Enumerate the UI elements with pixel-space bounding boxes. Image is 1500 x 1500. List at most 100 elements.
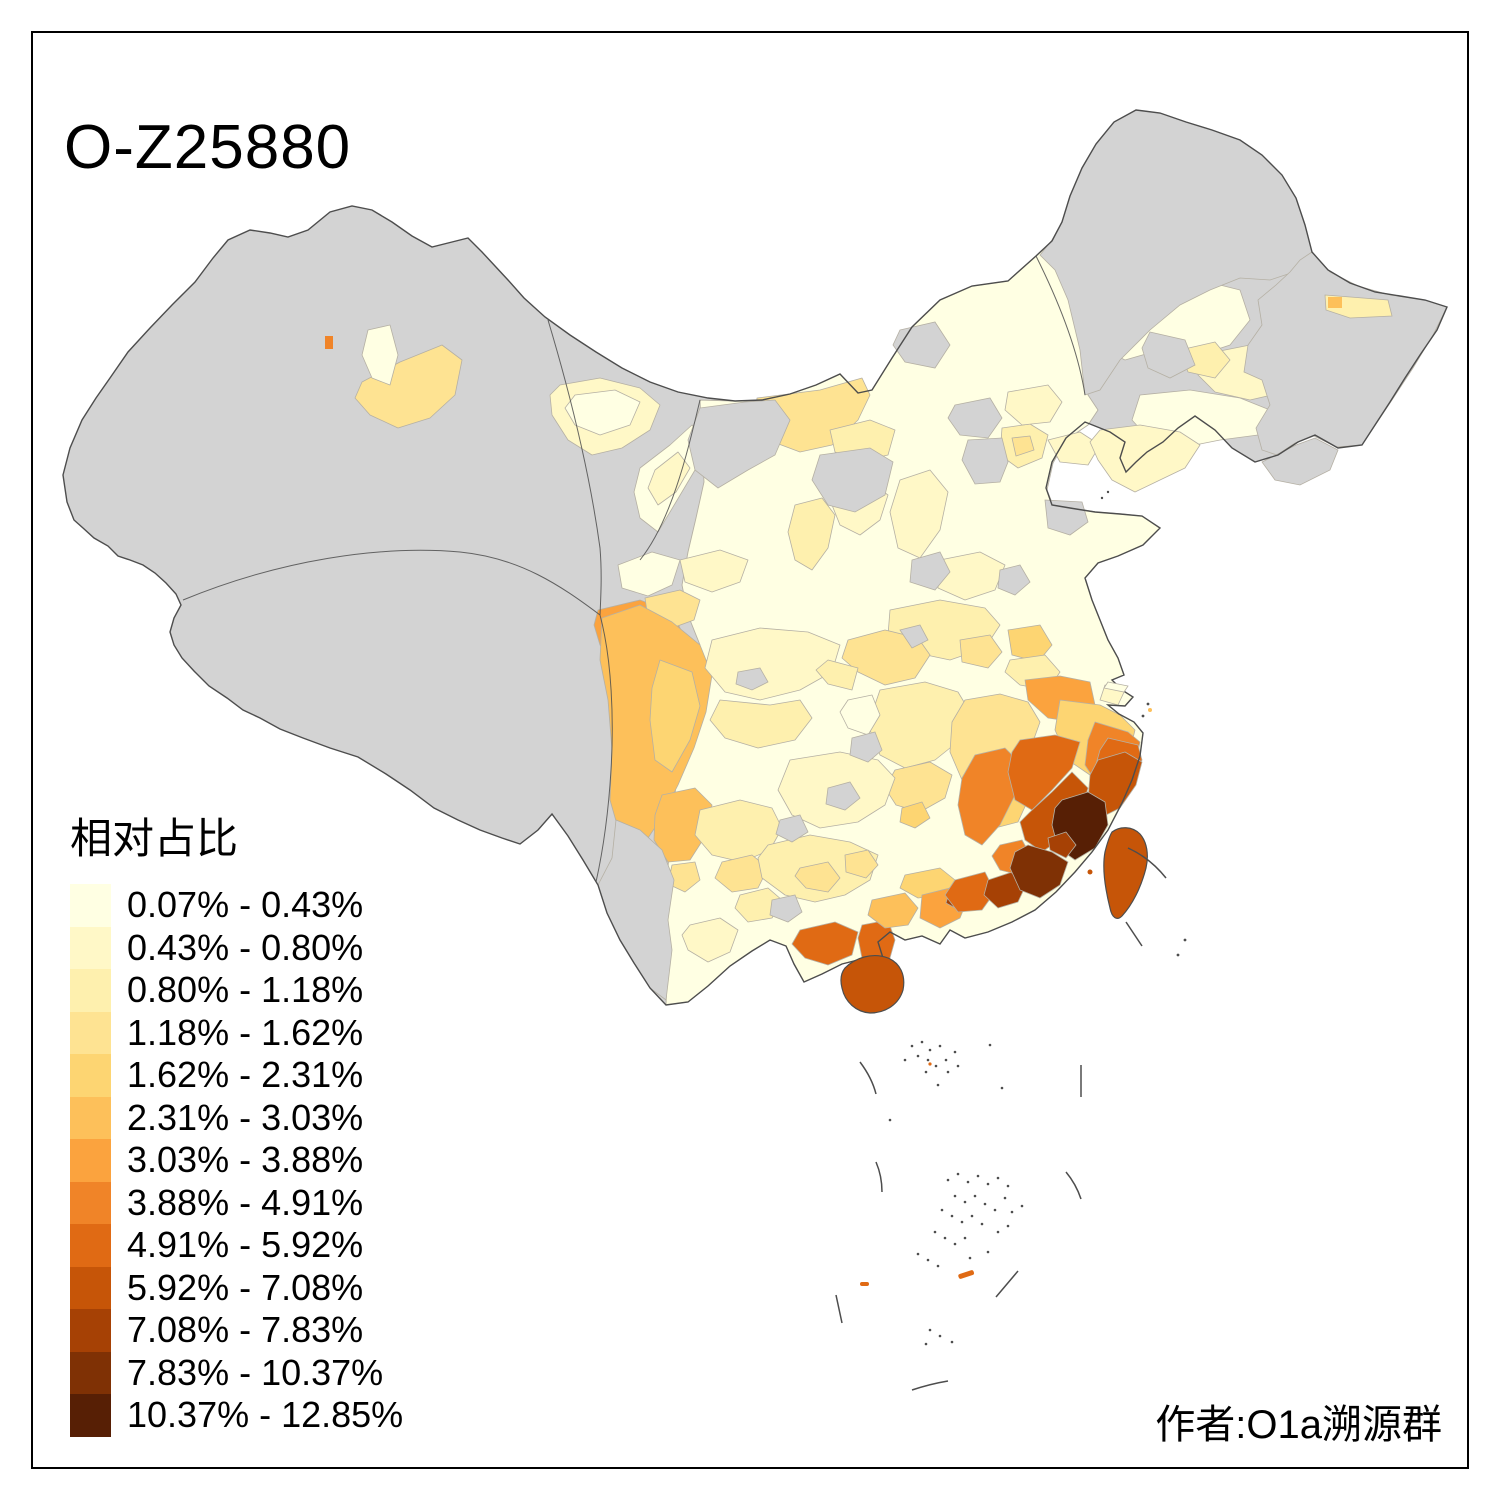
south-china-sea-islands [860, 1040, 1024, 1346]
legend-swatch [70, 1309, 111, 1352]
legend-swatch [70, 1054, 111, 1097]
island-dot [968, 1256, 972, 1260]
map-region [647, 451, 691, 506]
nine-dash-segment [859, 1061, 877, 1095]
map-region [361, 324, 399, 386]
map-region [1089, 424, 1201, 493]
island-dot [943, 1236, 947, 1240]
island-dot [958, 1270, 975, 1279]
map-region [775, 814, 809, 843]
island-dot [980, 1222, 984, 1226]
legend-label: 3.03% - 3.88% [127, 1139, 364, 1181]
island-dot [1010, 1210, 1014, 1214]
attribution: 作者:O1a溯源群 [1155, 1403, 1442, 1447]
map-region [947, 397, 1003, 439]
island-dot [966, 1180, 970, 1184]
island-dot [936, 1264, 940, 1268]
island-dot [950, 1214, 954, 1218]
legend-row: 1.18% - 1.62% [70, 1011, 403, 1054]
legend-row: 0.07% - 0.43% [70, 884, 403, 927]
choropleth-regions [325, 274, 1301, 991]
map-region [714, 854, 769, 893]
legend-row: 10.37% - 12.85% [70, 1394, 403, 1437]
legend-label: 7.08% - 7.83% [127, 1309, 364, 1351]
island-dot [973, 1194, 977, 1198]
island-dot [996, 1176, 1000, 1180]
nine-dash-segment [995, 1270, 1019, 1298]
map-region [1007, 624, 1053, 663]
map-region [1011, 435, 1035, 457]
map-region [997, 564, 1031, 596]
map-region [1047, 431, 1101, 466]
map-region [564, 389, 641, 436]
map-region [687, 399, 791, 489]
map-region [811, 447, 894, 513]
map-region [354, 344, 463, 429]
legend-swatch [70, 1011, 111, 1054]
island-dot [938, 1044, 942, 1048]
legend-row: 7.08% - 7.83% [70, 1309, 403, 1352]
legend-label: 1.18% - 1.62% [127, 1011, 364, 1053]
legend-rows: 0.07% - 0.43% 0.43% - 0.80% 0.80% - 1.18… [70, 884, 403, 1437]
island-dot [928, 1048, 932, 1052]
map-region [937, 551, 1006, 601]
province-borders [182, 255, 1086, 883]
map-region [909, 551, 951, 591]
island-dot [963, 1236, 967, 1240]
map-region [787, 497, 836, 571]
island-dot [1087, 869, 1093, 875]
province-border-line [547, 319, 602, 616]
legend-swatch [70, 926, 111, 969]
map-region [899, 801, 931, 829]
legend-swatch [70, 884, 111, 927]
island-dot [944, 1058, 948, 1062]
island-dot [910, 1044, 914, 1048]
island-dot [1183, 938, 1187, 942]
legend-label: 0.43% - 0.80% [127, 926, 364, 968]
island-dot [888, 1118, 892, 1122]
legend-row: 5.92% - 7.08% [70, 1266, 403, 1309]
legend-label: 5.92% - 7.08% [127, 1266, 364, 1308]
island-dot [1000, 1086, 1004, 1090]
legend-row: 3.03% - 3.88% [70, 1139, 403, 1182]
island-dot [993, 1208, 997, 1212]
nine-dash-segment [1127, 847, 1167, 879]
legend-row: 3.88% - 4.91% [70, 1181, 403, 1224]
island-dot [1006, 1184, 1010, 1188]
legend-row: 4.91% - 5.92% [70, 1224, 403, 1267]
island-dot [940, 1208, 944, 1212]
island-dot [1100, 496, 1104, 500]
island-dot [946, 1178, 950, 1182]
island-dot [934, 1064, 938, 1068]
legend-label: 0.07% - 0.43% [127, 884, 364, 926]
nine-dash-segment [1125, 921, 1143, 947]
island-dot [920, 1040, 924, 1044]
map-region [679, 549, 749, 593]
map-region [681, 917, 739, 963]
island-dot [960, 1220, 964, 1224]
legend-swatch [70, 1266, 111, 1309]
national-outline [62, 109, 1448, 1006]
island-dot [1003, 1196, 1007, 1200]
map-region [1328, 297, 1342, 308]
map-region [617, 551, 681, 597]
island-dot [1141, 714, 1145, 718]
island-dot [953, 1242, 957, 1246]
island-dot [986, 1250, 990, 1254]
island-dot [916, 1054, 920, 1058]
island-dot [926, 1258, 930, 1262]
province-border-line [1035, 255, 1086, 396]
map-region [867, 892, 919, 929]
map-region [1009, 844, 1069, 899]
legend-row: 0.80% - 1.18% [70, 969, 403, 1012]
island-dot [860, 1282, 869, 1286]
island-dot [988, 1043, 992, 1047]
island-dot [1020, 1204, 1024, 1208]
island-dot [986, 1182, 990, 1186]
legend-row: 2.31% - 3.03% [70, 1096, 403, 1139]
island-dot [950, 1340, 954, 1344]
island-dot [996, 1230, 1000, 1234]
island-dot [956, 1064, 960, 1068]
map-region [1261, 437, 1339, 486]
hainan-island [840, 955, 905, 1014]
